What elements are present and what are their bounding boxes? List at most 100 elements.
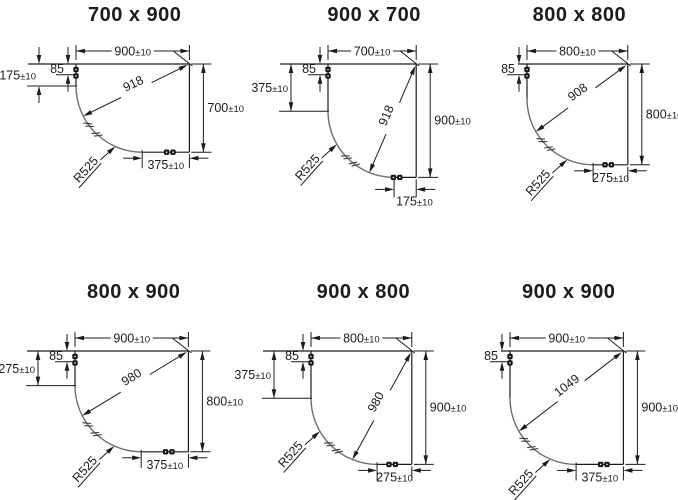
handle-ticks (341, 155, 361, 167)
diagram-title: 700 x 900 (88, 4, 181, 26)
arrowhead (427, 168, 433, 178)
diagram-800x800: 800±10 800±10 85 275±10 908 R525 800 x 800 (501, 4, 678, 202)
hinge-icon-bottom (597, 461, 610, 468)
dimension-diagonal: 918 (369, 50, 420, 173)
top-dimension-label: 900±10 (548, 332, 585, 346)
arrowhead (82, 409, 92, 416)
dimension-bottom: 375±10 (122, 449, 208, 472)
arrowhead (300, 361, 306, 371)
right-dimension-label: 700±10 (207, 101, 244, 115)
dimension-top: 800±10 (310, 331, 413, 347)
dimension-bottom: 275±10 (358, 462, 431, 484)
diagram-900x800: 800±10 900±10 85 375±10 275±10 980 R525 900 x 8… (234, 281, 466, 484)
arrowhead (516, 55, 522, 64)
radius-callout: R525 (71, 146, 116, 189)
arrowhead (271, 389, 277, 399)
arrowhead (402, 335, 412, 341)
arrowhead (639, 64, 645, 73)
diagram-title: 800 x 900 (87, 281, 180, 303)
arrowhead (404, 352, 411, 362)
radius-callout: R525 (523, 159, 568, 202)
enclosure-outline (28, 63, 190, 153)
hinge-icon-bottom (390, 174, 403, 181)
dimension-top: 900±10 (75, 44, 190, 60)
arrowhead (311, 335, 320, 341)
arrowhead (416, 187, 426, 192)
door-arc (74, 385, 142, 453)
door-arc (509, 398, 577, 466)
handle-ticks (83, 122, 103, 137)
arrowhead (177, 352, 187, 359)
arrowhead (518, 424, 528, 432)
dimension-right: 900±10 (418, 63, 471, 178)
diagram-900x700: 700±10 900±10 85 375±10 175±10 918 R525 900 x 7… (251, 4, 470, 208)
arrowhead (288, 64, 294, 73)
left-dimension-label: 175±10 (0, 69, 36, 83)
top-dimension-label: 900±10 (114, 45, 151, 59)
arrowhead (559, 159, 568, 168)
diagram-title: 900 x 900 (522, 281, 615, 303)
hinge-offset-label: 85 (484, 349, 498, 363)
arrowhead (352, 450, 359, 460)
arrowhead (83, 110, 93, 117)
door-arc (526, 98, 594, 166)
arrowhead (133, 155, 143, 161)
arrowhead (179, 335, 189, 341)
dimension-right: 800±10 (629, 63, 678, 166)
arrowhead (76, 48, 85, 54)
dimension-left: 275±10 (0, 351, 76, 387)
dimension-left: 375±10 (251, 64, 329, 112)
arrowhead (200, 442, 205, 452)
enclosure-outline (501, 350, 625, 466)
dimension-right: 900±10 (625, 350, 678, 465)
arrowhead (613, 352, 622, 360)
hinge-offset-label: 85 (302, 62, 316, 76)
arrowhead (75, 335, 84, 341)
hinge-icon-bottom (602, 162, 615, 168)
arrowhead (300, 342, 306, 351)
bottom-dimension-label: 275±10 (592, 171, 629, 185)
arrowhead (542, 459, 551, 467)
dimension-top: 800±10 (526, 44, 629, 60)
left-dimension-label: 275±10 (0, 362, 35, 376)
dimension-diagonal: 1049 (518, 337, 627, 432)
arrowhead (271, 351, 277, 360)
handle-ticks (536, 138, 556, 152)
dimension-right: 800±10 (190, 350, 243, 453)
arrowhead (584, 168, 594, 174)
arrowhead (617, 65, 627, 73)
arrowhead (614, 335, 624, 341)
hinge-icon-top (308, 353, 314, 366)
dimension-hinge-offset: 85 (484, 334, 512, 379)
bottom-dimension-label: 375±10 (146, 458, 183, 472)
dimension-top: 900±10 (74, 331, 189, 347)
dimension-left: 175±10 (0, 47, 77, 103)
enclosure-outline (280, 63, 417, 179)
diagram-700x900: 900±10 700±10 85 175±10 375±10 918 R525 700 x 9… (0, 4, 244, 189)
hinge-icon-top (507, 353, 513, 366)
arrowhead (201, 143, 206, 153)
bottom-dimension-label: 175±10 (396, 194, 433, 208)
top-dimension-label: 700±10 (354, 45, 391, 59)
arrowhead (499, 342, 505, 351)
arrowhead (427, 64, 433, 73)
dimension-right: 700±10 (191, 63, 244, 153)
arrowhead (369, 163, 375, 173)
arrowhead (188, 455, 198, 461)
arrowhead (200, 351, 205, 360)
arrowhead (35, 351, 41, 360)
dimension-hinge-offset: 85 (49, 334, 77, 379)
dimension-bottom: 375±10 (557, 462, 643, 484)
dimension-left: 375±10 (234, 351, 312, 399)
dimension-hinge-offset: 85 (50, 47, 78, 92)
arrowhead (618, 48, 628, 54)
right-dimension-label: 900±10 (641, 401, 678, 415)
arrowhead (368, 468, 378, 473)
arrowhead (311, 431, 320, 440)
arrowhead (639, 155, 645, 165)
handle-ticks (324, 442, 344, 454)
dimension-bottom: 375±10 (123, 150, 209, 172)
arrowhead (317, 74, 323, 84)
arrowhead (65, 74, 71, 84)
